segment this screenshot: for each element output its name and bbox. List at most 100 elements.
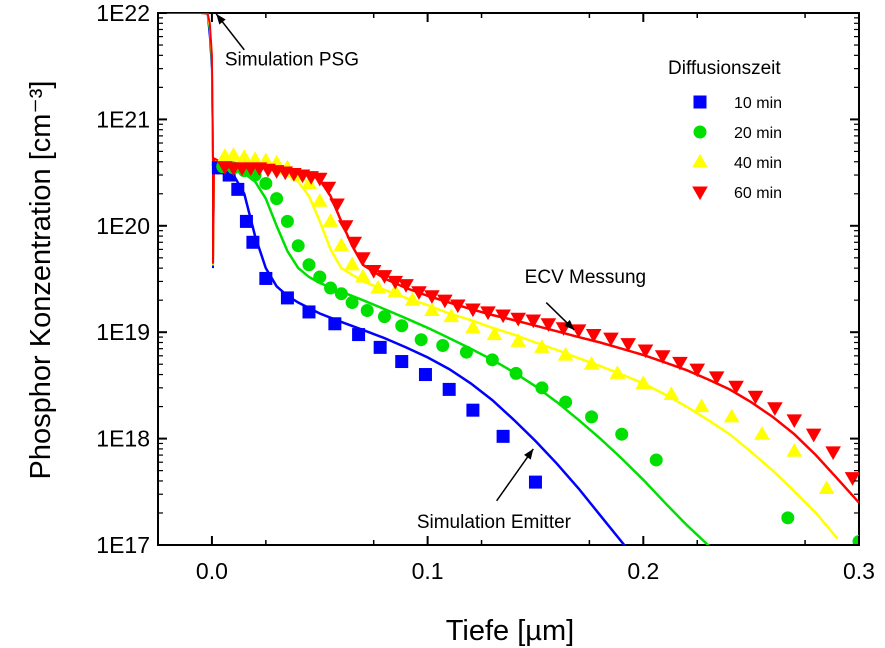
data-point-60-min: [495, 309, 511, 324]
data-point-60-min: [465, 303, 481, 318]
data-point-60-min: [728, 380, 744, 395]
annotation-arrow-head: [216, 13, 226, 25]
data-point-40-min: [424, 302, 440, 317]
plot-frame: [157, 12, 860, 546]
data-point-60-min: [337, 220, 354, 234]
data-point-40-min: [583, 356, 600, 370]
data-point-40-min: [510, 333, 527, 347]
y-tick-label: 1E22: [96, 0, 150, 26]
data-point-60-min: [570, 324, 587, 339]
x-tick-label: 0.0: [196, 558, 228, 584]
data-point-40-min: [247, 151, 263, 166]
psg-simulation-line: [158, 13, 219, 269]
data-point-20-min: [334, 287, 348, 301]
data-point-20-min: [395, 319, 409, 333]
data-point-20-min: [485, 353, 499, 367]
data-point-40-min: [443, 308, 460, 323]
data-point-10-min: [246, 235, 260, 249]
y-tick-label: 1E19: [96, 319, 150, 345]
data-point-10-min: [259, 271, 273, 285]
emitter-simulation-line: [211, 160, 859, 504]
emitter-simulation-line: [211, 161, 839, 540]
legend-marker-60-min: [692, 186, 708, 201]
legend-label: 60 min: [734, 185, 782, 202]
legend-marker-40-min: [692, 153, 708, 168]
data-point-40-min: [387, 283, 404, 298]
data-point-20-min: [459, 345, 473, 359]
data-point-40-min: [723, 408, 740, 423]
data-point-60-min: [540, 318, 557, 332]
data-point-20-min: [852, 534, 859, 545]
data-point-10-min: [442, 382, 456, 396]
data-point-40-min: [355, 268, 371, 283]
data-point-40-min: [333, 237, 350, 252]
data-point-10-min: [466, 403, 480, 417]
y-tick-label: 1E18: [96, 426, 150, 452]
y-axis-title: Phosphor Konzentration [cm⁻³]: [25, 81, 57, 480]
data-point-20-min: [291, 239, 305, 253]
data-point-10-min: [418, 368, 432, 382]
data-point-40-min: [225, 147, 242, 161]
data-point-60-min: [450, 299, 466, 314]
annotation-label: Simulation PSG: [225, 50, 359, 71]
data-point-10-min: [280, 291, 294, 305]
data-point-40-min: [465, 319, 481, 334]
data-point-40-min: [404, 292, 421, 306]
data-point-20-min: [345, 296, 359, 310]
data-point-20-min: [535, 381, 549, 395]
data-point-20-min: [324, 281, 338, 295]
data-point-10-min: [239, 214, 253, 228]
data-point-60-min: [525, 314, 542, 329]
x-tick-label: 0.2: [627, 558, 659, 584]
data-point-60-min: [398, 279, 414, 293]
axes: 0.0 0.1 0.2 0.3 1E17 1E18 1E19 1E20 1E21 1E22: [96, 0, 875, 584]
data-point-60-min: [480, 306, 496, 321]
annotation-arrow-line: [496, 448, 534, 502]
data-point-60-min: [346, 236, 363, 251]
y-tick-label: 1E20: [96, 213, 150, 239]
x-axis-title: Tiefe [µm]: [446, 615, 574, 647]
legend-title: Diffusionszeit: [668, 58, 781, 79]
data-point-40-min: [236, 149, 253, 163]
data-point-60-min: [603, 332, 619, 347]
data-point-40-min: [370, 279, 386, 294]
data-point-10-min: [496, 429, 510, 443]
data-point-20-min: [585, 410, 599, 424]
data-point-20-min: [302, 258, 316, 272]
annotation-label: ECV Messung: [525, 267, 646, 288]
data-point-10-min: [302, 305, 316, 319]
data-point-60-min: [825, 446, 841, 461]
legend-label: 40 min: [734, 155, 782, 172]
y-tick-label: 1E17: [96, 532, 150, 558]
data-point-60-min: [689, 363, 706, 378]
data-point-60-min: [365, 264, 382, 279]
data-point-10-min: [328, 317, 342, 331]
data-point-10-min: [231, 182, 245, 196]
data-point-60-min: [747, 390, 764, 405]
data-point-60-min: [708, 371, 725, 386]
psg-simulation-line: [158, 13, 219, 265]
legend-label: 20 min: [734, 125, 782, 142]
legend-marker-20-min: [693, 125, 707, 139]
data-point-60-min: [355, 252, 371, 266]
data-point-10-min: [528, 475, 542, 489]
x-tick-label: 0.1: [412, 558, 444, 584]
data-point-60-min: [654, 350, 671, 364]
data-point-20-min: [559, 395, 573, 409]
data-point-20-min: [259, 176, 273, 190]
data-point-60-min: [320, 181, 337, 196]
data-point-40-min: [301, 175, 317, 189]
data-point-40-min: [344, 256, 360, 271]
data-point-10-min: [395, 355, 409, 369]
data-point-60-min: [424, 290, 440, 304]
data-point-40-min: [663, 386, 680, 400]
data-point-60-min: [329, 198, 345, 213]
data-point-40-min: [818, 480, 835, 494]
data-point-40-min: [311, 193, 328, 207]
psg-simulation-line: [158, 13, 219, 264]
data-point-40-min: [609, 365, 626, 379]
data-point-60-min: [311, 172, 328, 187]
data-point-60-min: [786, 414, 803, 428]
data-point-40-min: [635, 375, 652, 389]
